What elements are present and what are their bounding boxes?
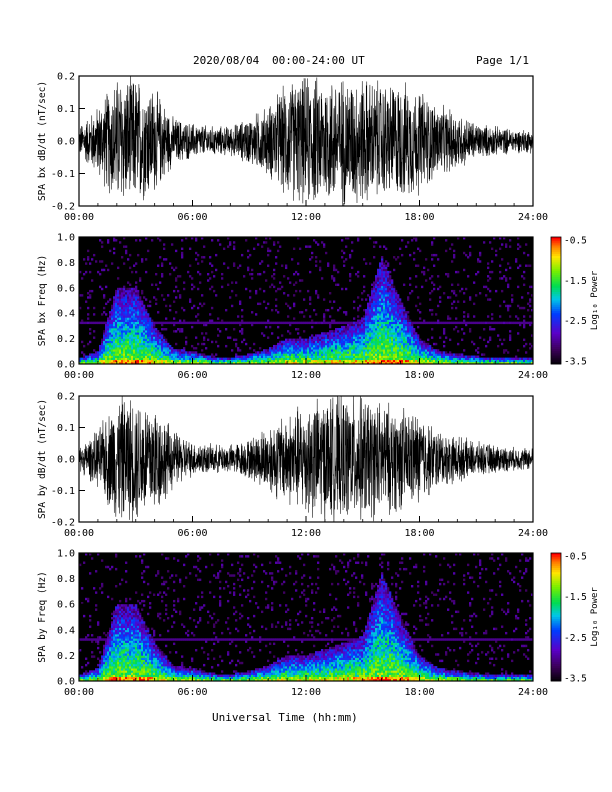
panel-1-ytick-label: 0.2 <box>57 72 75 83</box>
panel-4-colorbar-tick: -0.5 <box>564 552 587 563</box>
panel-2-xtick-label: 06:00 <box>177 370 207 381</box>
panel-2-ylabel: SPA bx Freq (Hz) <box>37 255 48 347</box>
panel-3-ytick-label: 0.0 <box>57 455 75 466</box>
panel-2-xtick-label: 18:00 <box>404 370 434 381</box>
panel-4-ylabel: SPA by Freq (Hz) <box>37 571 48 663</box>
panel-1-xtick-label: 12:00 <box>291 212 321 223</box>
panel-2-ytick-label: 0.0 <box>57 360 75 371</box>
panel-2-colorbar-label: Log₁₀ Power <box>590 270 600 330</box>
panels: -0.2 -0.1 0.0 0.1 0.2 SPA bx dB/dt (nT/sec) 00… <box>37 72 548 699</box>
panel-4-colorbar: -0.5 -1.5 -2.5 -3.5 Log₁₀ Power <box>550 552 600 685</box>
header-date: 2020/08/04 <box>193 54 260 67</box>
panel-1-xtick-label: 00:00 <box>64 212 94 223</box>
panel-4-ytick-label: 1.0 <box>57 549 75 560</box>
panel-1-xtick-label: 24:00 <box>518 212 548 223</box>
panel-2-ytick-label: 0.8 <box>57 258 75 269</box>
panel-4-ytick-label: 0.0 <box>57 677 75 688</box>
panel-2-colorbar-tick: -3.5 <box>564 357 587 368</box>
panel-1-series-line <box>79 76 533 206</box>
panel-3-xtick-label: 00:00 <box>64 528 94 539</box>
panel-3-ylabel: SPA by dB/dt (nT/sec) <box>37 399 48 519</box>
panel-3-ytick-label: -0.1 <box>51 486 75 497</box>
panel-2-colorbar: -0.5 -1.5 -2.5 -3.5 Log₁₀ Power <box>550 236 600 368</box>
panel-1-ytick-label: 0.0 <box>57 137 75 148</box>
panel-2-ytick-label: 0.2 <box>57 334 75 345</box>
panel-1-ytick-label: 0.1 <box>57 104 75 115</box>
panel-2-xtick-label: 24:00 <box>518 370 548 381</box>
panel-4-colorbar-tick: -1.5 <box>564 592 587 603</box>
panel-1-xtick-label: 18:00 <box>404 212 434 223</box>
panel-1-ytick-label: -0.1 <box>51 169 75 180</box>
panel-2-heatmap-cells <box>79 237 534 365</box>
panel-1-ytick-label: -0.2 <box>51 202 75 213</box>
panel-4-xtick-label: 12:00 <box>291 687 321 698</box>
panel-4-ytick-label: 0.8 <box>57 574 75 585</box>
panel-2-ytick-label: 1.0 <box>57 233 75 244</box>
panel-4-colorbar-tick: -2.5 <box>564 633 587 644</box>
panel-3-ytick-label: 0.1 <box>57 423 75 434</box>
header-page: Page 1/1 <box>476 54 529 67</box>
panel-3-ytick-label: -0.2 <box>51 518 75 529</box>
panel-2-colorbar-tick: -1.5 <box>564 276 587 287</box>
panel-4-ytick-label: 0.4 <box>57 625 75 636</box>
panel-4-xtick-label: 06:00 <box>177 687 207 698</box>
panel-1-xtick-label: 06:00 <box>177 212 207 223</box>
panel-3: -0.2 -0.1 0.0 0.1 0.2 SPA by dB/dt (nT/sec) 00… <box>37 392 548 540</box>
panel-1-ylabel: SPA bx dB/dt (nT/sec) <box>37 81 48 201</box>
panel-2-ytick-label: 0.6 <box>57 283 75 294</box>
panel-4-xtick-label: 00:00 <box>64 687 94 698</box>
panel-2-ytick-label: 0.4 <box>57 309 75 320</box>
x-axis-title: Universal Time (hh:mm) <box>212 711 358 724</box>
panel-2-colorbar-tick: -0.5 <box>564 236 587 247</box>
panel-2-colorbar-tick: -2.5 <box>564 316 587 327</box>
panel-4-colorbar-label: Log₁₀ Power <box>590 587 600 647</box>
panel-4-ytick-label: 0.2 <box>57 651 75 662</box>
panel-2: 0.0 0.2 0.4 0.6 0.8 1.0 SPA bx Freq (Hz) 00:00 0… <box>37 233 548 382</box>
panel-2-xtick-label: 12:00 <box>291 370 321 381</box>
panel-3-ytick-label: 0.2 <box>57 392 75 403</box>
panel-4-ytick-label: 0.6 <box>57 600 75 611</box>
panel-1: -0.2 -0.1 0.0 0.1 0.2 SPA bx dB/dt (nT/sec) 00… <box>37 72 548 224</box>
panel-4-xtick-label: 24:00 <box>518 687 548 698</box>
panel-2-xtick-label: 00:00 <box>64 370 94 381</box>
panel-3-series-line <box>79 396 533 522</box>
panel-3-xtick-label: 06:00 <box>177 528 207 539</box>
panel-3-xtick-label: 18:00 <box>404 528 434 539</box>
panel-4-xtick-label: 18:00 <box>404 687 434 698</box>
panel-4: 0.0 0.2 0.4 0.6 0.8 1.0 SPA by Freq (Hz) 00:00 0… <box>37 549 548 699</box>
panel-3-xtick-label: 12:00 <box>291 528 321 539</box>
panel-4-colorbar-tick: -3.5 <box>564 674 587 685</box>
panel-4-heatmap-cells <box>79 553 534 682</box>
header-time-range: 00:00-24:00 UT <box>272 54 365 67</box>
panel-3-xtick-label: 24:00 <box>518 528 548 539</box>
